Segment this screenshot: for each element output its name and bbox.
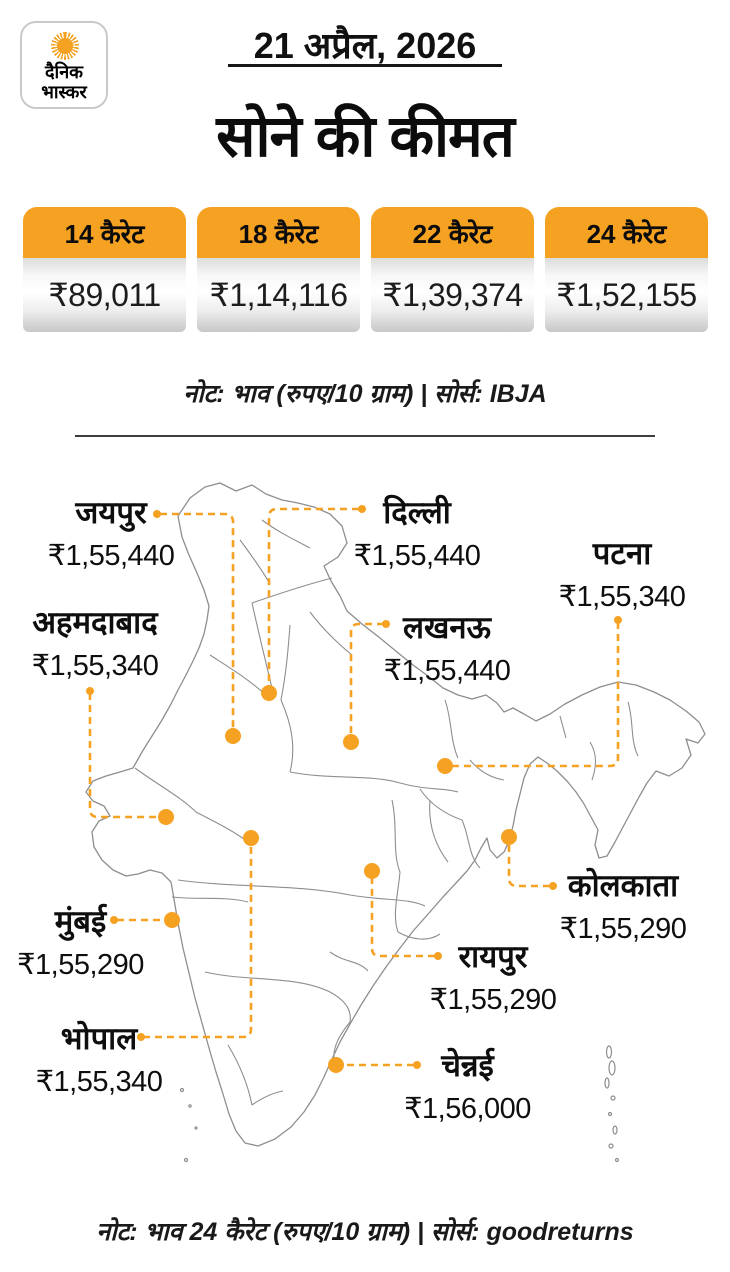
city-dot-raipur: [364, 863, 380, 879]
city-dots: [158, 685, 517, 1073]
city-price: ₹1,55,440: [353, 540, 481, 572]
city-label-kolkata: कोलकाता ₹1,55,290: [552, 864, 694, 950]
date-underline: [228, 64, 502, 67]
city-name: लखनऊ: [403, 610, 491, 645]
karat-price: ₹1,14,116: [197, 258, 360, 332]
city-dot-lucknow: [343, 734, 359, 750]
karat-label: 24 कैरेट: [545, 207, 708, 258]
city-price: ₹1,55,290: [559, 913, 687, 945]
city-dot-chennai: [328, 1057, 344, 1073]
city-price: ₹1,55,340: [558, 581, 686, 613]
leader-delhi: [267, 507, 359, 692]
city-label-patna: पटना ₹1,55,340: [551, 532, 693, 618]
city-price: ₹1,55,290: [17, 949, 144, 981]
city-label-mumbai: मुंबई ₹1,55,290: [8, 900, 153, 986]
leader-kolkata: [507, 845, 550, 888]
city-name: कोलकाता: [567, 868, 679, 903]
karat-price-cards: 14 कैरेट ₹89,011 18 कैरेट ₹1,14,116 22 क…: [23, 207, 708, 332]
city-name: मुंबई: [54, 904, 107, 939]
city-label-jaipur: जयपुर ₹1,55,440: [35, 491, 187, 577]
brand-logo: दैनिक भास्कर: [20, 21, 108, 109]
city-price: ₹1,55,340: [35, 1066, 163, 1098]
lakshadweep-islands: [179, 1087, 198, 1163]
leader-bhopal: [143, 845, 253, 1039]
price-card-24k: 24 कैरेट ₹1,52,155: [545, 207, 708, 332]
city-dot-delhi: [261, 685, 277, 701]
city-label-chennai: चेन्नई ₹1,56,000: [395, 1044, 540, 1130]
leader-jaipur: [160, 512, 235, 736]
city-name: दिल्ली: [383, 495, 451, 530]
note-goodreturns: नोट: भाव 24 कैरेट (रुपए/10 ग्राम) | सोर्…: [96, 1218, 634, 1246]
karat-price: ₹1,39,374: [371, 258, 534, 332]
andaman-islands: [604, 1045, 620, 1163]
city-label-bhopal: भोपाल ₹1,55,340: [25, 1017, 173, 1103]
city-dot-ahmedabad: [158, 809, 174, 825]
brand-name: दैनिक भास्कर: [22, 62, 106, 102]
city-name: पटना: [592, 536, 652, 571]
section-divider: [75, 435, 655, 437]
city-dot-mumbai: [164, 912, 180, 928]
city-label-raipur: रायपुर ₹1,55,290: [418, 935, 568, 1021]
city-price: ₹1,55,440: [383, 655, 511, 687]
note-ibja: नोट: भाव (रुपए/10 ग्राम) | सोर्स: IBJA: [183, 380, 547, 408]
label-dots: [86, 505, 622, 1069]
karat-label: 22 कैरेट: [371, 207, 534, 258]
city-name: चेन्नई: [441, 1048, 494, 1083]
city-price: ₹1,56,000: [404, 1093, 531, 1125]
leader-lucknow: [349, 622, 384, 742]
price-card-22k: 22 कैरेट ₹1,39,374: [371, 207, 534, 332]
state-borders: [134, 519, 639, 1106]
city-dot-patna: [437, 758, 453, 774]
karat-label: 14 कैरेट: [23, 207, 186, 258]
leader-ahmedabad: [88, 693, 166, 819]
city-label-delhi: दिल्ली ₹1,55,440: [347, 491, 487, 577]
karat-label: 18 कैरेट: [197, 207, 360, 258]
date-heading: 21 अप्रैल, 2026: [253, 25, 477, 66]
city-name: रायपुर: [458, 939, 528, 974]
city-dot-bhopal: [243, 830, 259, 846]
karat-price: ₹1,52,155: [545, 258, 708, 332]
brand-name-line2: भास्कर: [41, 82, 87, 102]
leader-raipur: [370, 878, 435, 958]
leader-lines: [88, 507, 620, 1067]
sun-icon: [51, 32, 79, 60]
page-title: सोने की कीमत: [216, 104, 515, 169]
city-label-ahmedabad: अहमदाबाद ₹1,55,340: [15, 601, 175, 687]
city-name: अहमदाबाद: [32, 605, 158, 640]
price-card-18k: 18 कैरेट ₹1,14,116: [197, 207, 360, 332]
brand-name-line1: दैनिक: [44, 62, 84, 82]
city-dot-kolkata: [501, 829, 517, 845]
city-name: भोपाल: [60, 1021, 138, 1056]
city-dot-jaipur: [225, 728, 241, 744]
price-card-14k: 14 कैरेट ₹89,011: [23, 207, 186, 332]
city-price: ₹1,55,290: [429, 984, 557, 1016]
leader-patna: [446, 622, 620, 768]
city-price: ₹1,55,340: [31, 650, 159, 682]
city-price: ₹1,55,440: [47, 540, 175, 572]
city-label-lucknow: लखनऊ ₹1,55,440: [383, 606, 511, 692]
karat-price: ₹89,011: [23, 258, 186, 332]
city-name: जयपुर: [75, 495, 147, 530]
